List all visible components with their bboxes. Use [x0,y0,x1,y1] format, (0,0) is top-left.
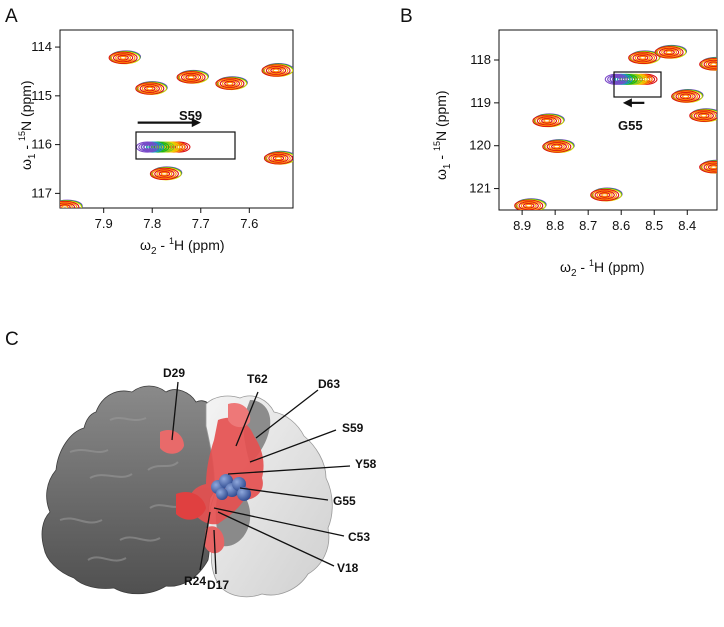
contour-peaks-b [514,44,717,210]
residue-label-y58: Y58 [355,457,377,471]
binding-site-lower [176,491,206,520]
nmr-peak [699,56,717,71]
nmr-peak [263,150,293,165]
residue-label-d63: D63 [318,377,340,391]
residue-label-t62: T62 [247,372,268,386]
x-tick-label: 7.8 [143,216,161,231]
nmr-peak [699,159,717,174]
arrow-head [622,98,632,108]
nmr-peak [542,139,575,154]
peak-label-s59: S59 [179,108,202,123]
shifting-peak-b [604,73,658,85]
binding-site-t62 [228,402,251,428]
shifting-peak-contour [604,73,628,85]
arrow-head [191,118,201,128]
y-tick-label: 118 [470,52,491,67]
ligand-spheres [211,474,251,501]
nmr-peak [60,199,83,208]
axis-ticks-a: 7.9 7.8 7.7 7.6 114 115 116 117 [31,39,258,231]
x-tick-label: 8.6 [612,218,630,233]
x-axis-title-a: ω2 - 1H (ppm) [140,236,225,257]
panel-a: A 7.9 7.8 7.7 7.6 114 115 116 117 S59 ω2 - 1H (… [5,6,294,257]
y-axis-title-b: ω1 - 15N (ppm) [432,90,453,180]
y-tick-label: 121 [469,181,491,196]
nmr-peak [671,88,704,103]
nmr-peak [135,81,168,95]
y-axis-title-a: ω1 - 15N (ppm) [17,80,38,170]
residue-label-s59: S59 [342,421,364,435]
y-tick-label: 114 [31,39,52,54]
label-leader-lines [171,381,351,575]
y-tick-label: 115 [31,88,52,103]
nmr-peak [532,113,565,128]
x-tick-label: 8.5 [645,218,663,233]
contour-peaks-a [60,50,293,208]
nmr-peak [261,63,293,77]
y-tick-label: 117 [31,185,52,200]
highlight-box-g55 [613,71,662,98]
surface-dark-texture [59,417,187,562]
nmr-peak [689,108,717,123]
panel-letter-a: A [5,6,18,27]
peak-label-g55: G55 [618,118,643,133]
y-tick-label: 119 [470,95,491,110]
panel-letter-c: C [5,329,19,350]
residue-label-d17: D17 [207,578,229,592]
y-tick-label: 116 [31,137,52,152]
x-tick-label: 7.9 [95,216,113,231]
x-axis-title-b: ω2 - 1H (ppm) [560,258,645,279]
residue-labels: D29 T62 D63 S59 Y58 G55 C53 V18 R24 D17 [163,366,377,592]
nmr-peak [654,44,688,59]
binding-site-d29 [160,429,184,454]
y-tick-label: 120 [469,138,491,153]
x-tick-label: 8.7 [579,218,597,233]
panel-c: C [5,329,377,598]
x-tick-label: 8.9 [513,218,531,233]
x-tick-label: 7.6 [240,216,258,231]
panel-b: B 8.9 8.8 8.7 8.6 8.5 8.4 118 119 120 121 G55 ω2 … [400,6,718,279]
residue-label-g55: G55 [333,494,356,508]
residue-label-r24: R24 [184,574,206,588]
plot-frame-a [59,29,294,209]
x-tick-label: 7.7 [192,216,210,231]
residue-label-d29: D29 [163,366,185,380]
nmr-peak [108,50,142,65]
x-tick-label: 8.8 [546,218,564,233]
panel-letter-b: B [400,6,413,27]
highlight-box-s59 [135,131,236,160]
arrow-s59 [137,118,201,128]
surface-dark-domain [41,385,220,595]
plot-frame-b [498,29,718,211]
residue-label-v18: V18 [337,561,359,575]
x-tick-label: 8.4 [678,218,696,233]
protein-surface [41,385,333,598]
shifting-peak-a [135,141,191,153]
nmr-peak [176,69,210,84]
nmr-peak [514,198,547,210]
axis-ticks-b: 8.9 8.8 8.7 8.6 8.5 8.4 118 119 120 121 [469,52,696,233]
nmr-peak [149,166,183,181]
arrow-g55 [622,98,645,108]
residue-label-c53: C53 [348,530,370,544]
nmr-peak [590,187,623,202]
nmr-peak [215,76,248,91]
